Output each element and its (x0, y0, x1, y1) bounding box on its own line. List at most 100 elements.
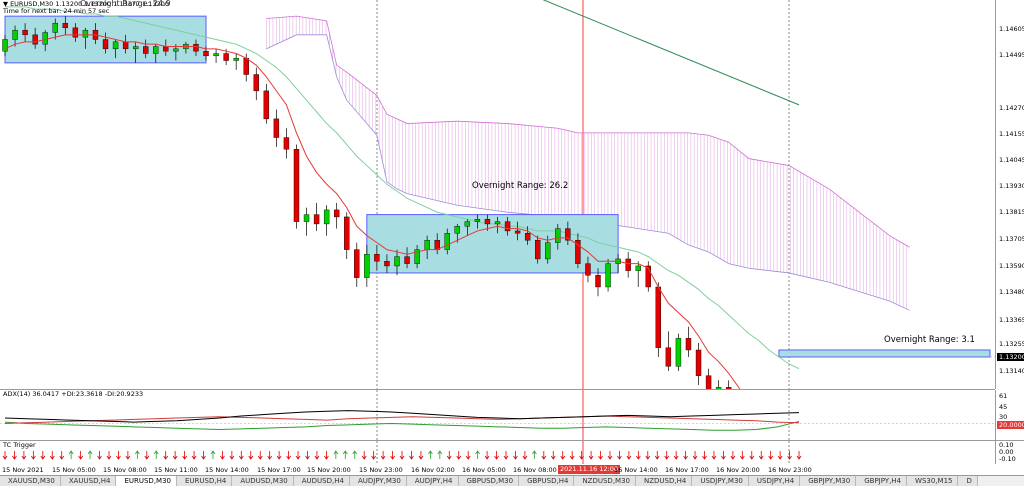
tc-down-arrow (768, 451, 774, 460)
tc-down-arrow (550, 451, 556, 460)
tc-down-arrow (371, 451, 376, 460)
tc-down-arrow (456, 451, 462, 460)
price-tick-label: 1.13705 (999, 235, 1024, 243)
tc-up-arrow (135, 450, 140, 459)
main-price-pane[interactable]: ▼ EURUSD,M30 1.13200 1.13200 1.13177 1.1… (0, 0, 995, 390)
price-chart-canvas[interactable] (0, 0, 995, 389)
candle-body (102, 39, 109, 50)
vertical-separators (376, 0, 790, 389)
candle-body (273, 118, 280, 138)
tc-tick-label: -0.10 (999, 455, 1016, 463)
chart-tab[interactable]: EURUSD,H4 (177, 476, 233, 486)
candle-body (283, 137, 290, 150)
chart-tab[interactable]: GBPJPY,M30 (800, 476, 857, 486)
tc-down-arrow (692, 451, 698, 460)
tc-down-arrow (484, 451, 490, 460)
chart-tab[interactable]: AUDUSD,M30 (232, 476, 294, 486)
candle-body (595, 275, 601, 288)
time-axis[interactable]: 15 Nov 2021 15 Nov 05:00 15 Nov 08:00 15 No… (0, 464, 1024, 476)
candle-body (665, 347, 672, 367)
candle-body (524, 233, 531, 241)
ichimoku-cloud (266, 15, 910, 311)
price-tick-label: 1.13815 (999, 208, 1024, 216)
tc-down-arrow (787, 451, 792, 460)
tc-down-arrow (654, 451, 660, 460)
candle-body (414, 249, 420, 264)
candle-body (394, 256, 400, 267)
tc-up-arrow (87, 450, 93, 459)
tc-down-arrow (97, 451, 102, 460)
adx-lines (4, 410, 800, 431)
tc-down-arrow (465, 451, 471, 460)
tc-down-arrow (541, 451, 547, 460)
chart-tab[interactable]: D (958, 476, 978, 486)
chart-tab[interactable]: AUDUSD,H4 (293, 476, 350, 486)
chart-tab[interactable]: GBPUSD,M30 (458, 476, 520, 486)
tc-arrows (2, 450, 802, 460)
tc-down-arrow (636, 451, 641, 460)
chart-tab[interactable]: AUDJPY,M30 (349, 476, 407, 486)
candle-body (514, 230, 521, 234)
candle-body (725, 387, 732, 389)
candle-body (464, 221, 471, 227)
candlesticks (2, 16, 732, 389)
chart-tab[interactable]: WS30,M15 (907, 476, 959, 486)
tc-down-arrow (711, 451, 717, 460)
candle-body (333, 209, 340, 218)
chart-tab[interactable]: USDJPY,M30 (692, 476, 749, 486)
tc-down-arrow (598, 451, 603, 460)
candle-body (163, 46, 169, 52)
candle-body (444, 233, 450, 250)
candle-body (193, 43, 199, 52)
time-label: 15 Nov 11:00 (154, 466, 198, 474)
candle-body (263, 90, 270, 120)
tc-down-arrow (777, 451, 783, 460)
price-axis[interactable]: 1.14605 1.14495 1.14270 1.14155 1.14045 1.139… (995, 0, 1024, 389)
tc-down-arrow (560, 451, 566, 460)
adx-level-tag: 20.0000 (997, 421, 1024, 429)
chart-tab[interactable]: GBPJPY,H4 (856, 476, 908, 486)
tc-down-arrow (522, 451, 528, 460)
price-tick-label: 1.14270 (999, 104, 1024, 112)
candle-body (374, 254, 380, 262)
candle-body (625, 258, 631, 271)
tc-down-arrow (314, 451, 320, 460)
time-label: 16 Nov 23:00 (768, 466, 812, 474)
price-tick-label: 1.13930 (999, 182, 1024, 190)
tc-down-arrow (201, 451, 206, 460)
candle-body (555, 228, 561, 243)
ma-long-line (542, 0, 800, 106)
candle-body (52, 22, 58, 33)
price-tick-label: 1.13365 (999, 316, 1024, 324)
tc-down-arrow (78, 451, 83, 460)
candle-body (42, 32, 48, 45)
chart-tab[interactable]: NZDUSD,M30 (574, 476, 636, 486)
tc-down-arrow (399, 451, 405, 460)
adx-tick-label: 61 (999, 391, 1008, 400)
tc-tick-label: 0.00 (999, 448, 1014, 456)
chart-tab[interactable]: USDJPY,H4 (748, 476, 801, 486)
tc-down-arrow (220, 451, 225, 460)
candle-body (715, 387, 722, 389)
tc-down-arrow (49, 451, 55, 460)
chart-tab[interactable]: GBPUSD,H4 (519, 476, 575, 486)
candle-body (575, 240, 581, 264)
chart-tab[interactable]: AUDJPY,H4 (406, 476, 459, 486)
adx-line (4, 410, 800, 423)
chart-tab[interactable]: NZDUSD,H4 (636, 476, 693, 486)
adx-indicator-pane[interactable]: ADX(14) 36.0417 +DI:23.3618 -DI:20.9233 (0, 390, 995, 441)
candle-body (153, 46, 159, 54)
chart-tab[interactable]: EURUSD,M30 (116, 476, 177, 486)
tc-up-arrow (153, 450, 159, 459)
fast-moving-average (4, 34, 741, 389)
price-tick-label: 1.14605 (999, 25, 1024, 33)
adx-axis: 61453015 20.0000 (995, 390, 1024, 441)
chart-tab[interactable]: XAUUSD,M30 (0, 476, 61, 486)
candle-body (695, 349, 702, 376)
tc-separators (376, 441, 790, 464)
tc-down-arrow (229, 451, 235, 460)
tc-trigger-pane[interactable]: TC Trigger (0, 441, 995, 465)
chart-tab[interactable]: XAUUSD,H4 (60, 476, 117, 486)
time-label: 16 Nov 20:00 (716, 466, 760, 474)
